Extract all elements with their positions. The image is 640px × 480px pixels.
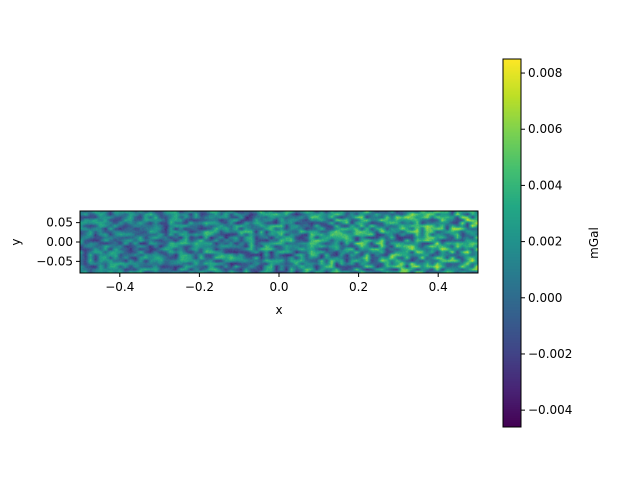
y-axis-ticks: −0.05 0.00 0.05 (36, 216, 80, 268)
colorbar-ticks: −0.004 −0.002 0.000 0.002 0.004 0.006 0.008 (521, 66, 572, 417)
colorbar-tick-label: −0.004 (528, 403, 572, 417)
colorbar-tick-label: 0.002 (528, 235, 562, 249)
heatmap-image (80, 211, 478, 273)
colorbar-gradient (503, 59, 521, 427)
x-tick-label: −0.4 (105, 280, 134, 294)
x-axis-label: x (275, 303, 282, 317)
colorbar-frame (502, 58, 522, 428)
colorbar-tick-label: 0.004 (528, 178, 562, 192)
x-tick-label: 0.2 (349, 280, 368, 294)
colorbar-tick-label: 0.006 (528, 122, 562, 136)
y-tick-label: 0.00 (46, 235, 73, 249)
y-tick-label: −0.05 (36, 254, 73, 268)
colorbar-tick-label: 0.000 (528, 291, 562, 305)
colorbar-label: mGal (587, 227, 601, 259)
y-tick-label: 0.05 (46, 216, 73, 230)
y-axis-label: y (9, 238, 23, 245)
x-tick-label: 0.0 (269, 280, 288, 294)
heatmap-frame (79, 210, 479, 274)
colorbar-tick-label: −0.002 (528, 347, 572, 361)
x-axis-ticks: −0.4 −0.2 0.0 0.2 0.4 (105, 273, 448, 294)
colorbar-tick-label: 0.008 (528, 66, 562, 80)
x-tick-label: 0.4 (429, 280, 448, 294)
x-tick-label: −0.2 (185, 280, 214, 294)
